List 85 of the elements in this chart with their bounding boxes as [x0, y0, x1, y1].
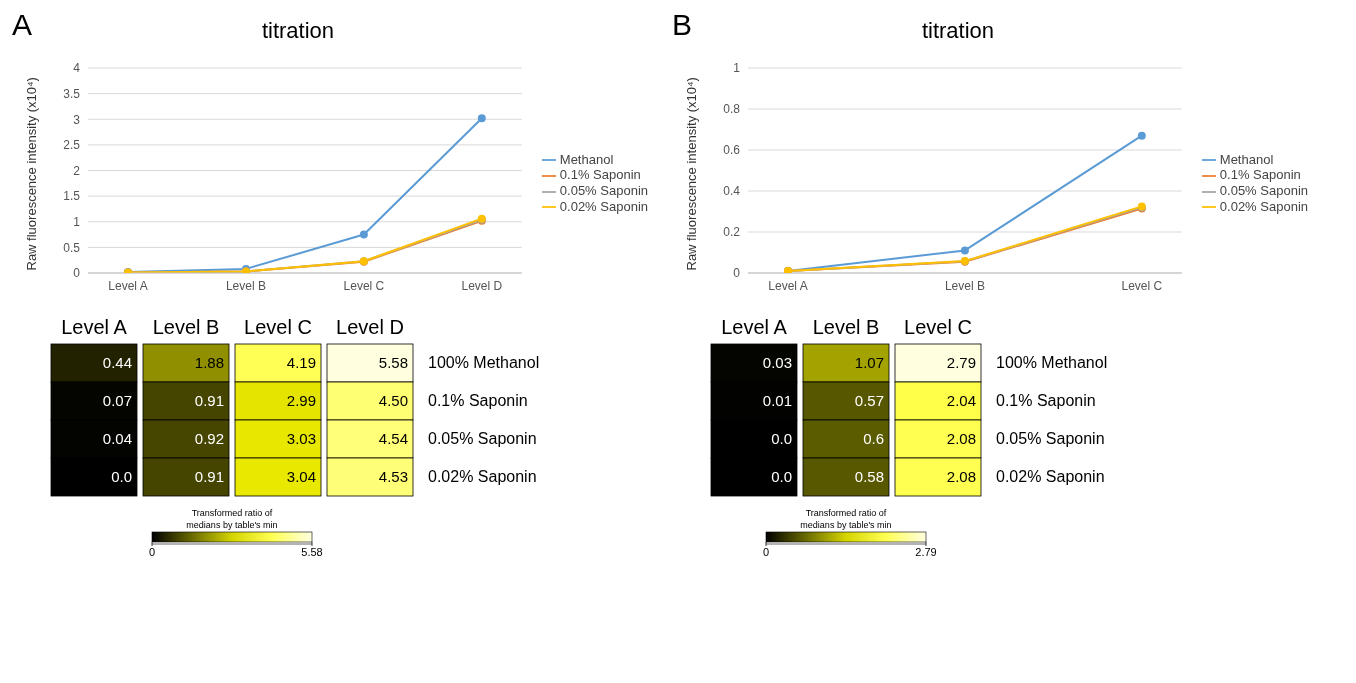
y-tick-label: 100% Methanol: [428, 354, 540, 371]
data-label: 2.08: [946, 468, 976, 485]
data-label: 2.04: [946, 392, 976, 409]
legend-label: 0.02% Saponin: [1219, 198, 1308, 214]
x-tick-label: Level B: [944, 278, 985, 293]
y-tick-label: 100% Methanol: [996, 354, 1108, 371]
data-label: 1.88: [194, 354, 224, 371]
data-label: 0.01: [762, 392, 792, 409]
y-tick-label: 0.05% Saponin: [428, 430, 537, 447]
data-label: 4.53: [378, 468, 408, 485]
y-tick-label: 0.4: [723, 184, 741, 199]
color-bar-label: 2.79: [915, 546, 937, 558]
data-label: 3.04: [286, 468, 316, 485]
y-tick-label: 0.02% Saponin: [428, 468, 537, 485]
color-bar-title: Transformed ratio of medians by table's min: [800, 508, 892, 530]
data-label: 0.0: [111, 468, 132, 485]
y-tick-label: 0.1% Saponin: [996, 392, 1096, 409]
x-tick-label: Level C: [904, 316, 972, 338]
data-label: 3.03: [286, 430, 316, 447]
x-tick-label: Level D: [461, 278, 503, 293]
y-tick-label: 4: [73, 61, 81, 76]
x-tick-label: Level C: [244, 316, 312, 338]
color-bar-label: 0: [148, 546, 156, 558]
color-bar-label: 0: [762, 546, 770, 558]
legend-label: 0.02% Saponin: [559, 198, 648, 214]
y-tick-label: 0.2: [723, 225, 741, 240]
data-label: 4.19: [286, 354, 316, 371]
data-label: 2.99: [286, 392, 316, 409]
y-tick-label: 0.6: [723, 143, 741, 158]
x-tick-label: Level A: [108, 278, 148, 293]
y-tick-label: 0.1% Saponin: [428, 392, 528, 409]
color-bar-label: 5.58: [301, 546, 323, 558]
data-label: 2.08: [946, 430, 976, 447]
data-label: 0.58: [854, 468, 884, 485]
y-tick-label: 3.5: [63, 86, 81, 101]
y-tick-label: 0.02% Saponin: [996, 468, 1105, 485]
legend-label: 0.05% Saponin: [559, 183, 648, 198]
x-tick-label: Level B: [225, 278, 266, 293]
x-tick-label: Level A: [61, 316, 128, 338]
color-bar-title: Transformed ratio of medians by table's min: [186, 508, 278, 530]
data-label: 1.07: [854, 354, 884, 371]
data-label: 4.50: [378, 392, 408, 409]
legend-label: 0.1% Saponin: [1219, 167, 1301, 183]
y-tick-label: 2.5: [63, 138, 81, 153]
data-label: 5.58: [378, 354, 408, 371]
y-tick-label: 0: [733, 266, 741, 281]
y-tick-label: 0.5: [63, 240, 81, 255]
data-label: 0.0: [771, 430, 792, 447]
x-tick-label: Level B: [152, 316, 220, 338]
data-label: 0.91: [194, 392, 224, 409]
x-tick-label: Level A: [721, 316, 788, 338]
legend-label: 0.05% Saponin: [1219, 183, 1308, 198]
x-tick-label: Level C: [1121, 278, 1163, 293]
y-tick-label: 0.05% Saponin: [996, 430, 1105, 447]
text: B: [672, 8, 693, 42]
legend-label: Methanol: [559, 151, 614, 167]
data-label: 0.03: [762, 354, 792, 371]
y-tick-label: 2: [73, 163, 81, 178]
y-tick-label: 0.8: [723, 102, 741, 117]
chart-title: titration: [920, 18, 996, 44]
data-label: 0.57: [854, 392, 884, 409]
data-label: 0.04: [102, 430, 132, 447]
chart-title: titration: [260, 18, 336, 44]
data-label: 0.92: [194, 430, 224, 447]
x-tick-label: Level C: [343, 278, 385, 293]
data-label: 0.91: [194, 468, 224, 485]
y-axis-title: Raw fluorescence intensity (x10⁴): [683, 77, 699, 271]
legend-label: 0.1% Saponin: [559, 167, 641, 183]
data-label: 4.54: [378, 430, 408, 447]
legend-label: Methanol: [1219, 151, 1274, 167]
x-tick-label: Level D: [336, 316, 404, 338]
x-tick-label: Level B: [812, 316, 880, 338]
y-tick-label: 1.5: [63, 189, 81, 204]
data-label: 0.07: [102, 392, 132, 409]
y-tick-label: 1: [73, 215, 81, 230]
text: A: [12, 8, 33, 42]
data-label: 0.6: [863, 430, 884, 447]
y-tick-label: 0: [73, 266, 81, 281]
y-tick-label: 1: [733, 61, 741, 76]
y-tick-label: 3: [73, 112, 81, 127]
y-axis-title: Raw fluorescence intensity (x10⁴): [23, 77, 39, 271]
data-label: 0.44: [102, 354, 132, 371]
x-tick-label: Level A: [768, 278, 808, 293]
data-label: 2.79: [946, 354, 976, 371]
data-label: 0.0: [771, 468, 792, 485]
